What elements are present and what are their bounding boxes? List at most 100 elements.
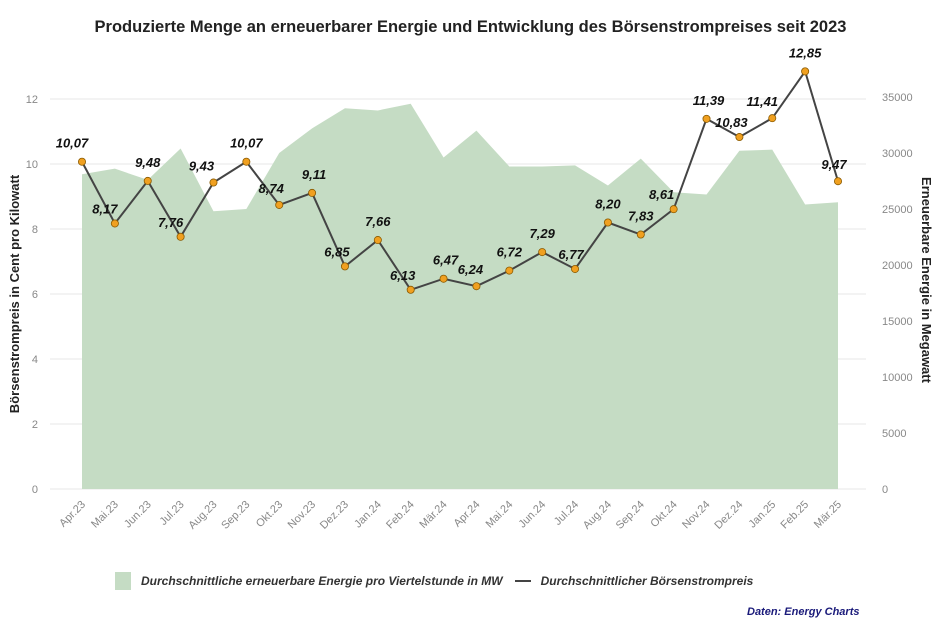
left-axis-ticks: 0 2 4 6 8 10 12 xyxy=(26,94,38,496)
x-tick-label: Feb.24 xyxy=(384,499,417,532)
price-point xyxy=(636,230,645,239)
right-tick-label: 0 xyxy=(882,484,888,496)
price-point xyxy=(275,200,284,209)
price-data-label: 11,39 xyxy=(693,93,725,108)
price-data-label: 6,13 xyxy=(390,268,416,283)
price-point xyxy=(669,205,678,214)
left-tick-label: 8 xyxy=(32,224,38,236)
x-tick-label: Nov.24 xyxy=(680,499,713,532)
price-point xyxy=(571,264,580,273)
price-line-layer xyxy=(81,69,839,291)
price-labels-layer: 10,07 8,17 9,48 7,76 9,43 10,07 8,74 9,11 6,85 7,… xyxy=(56,45,848,282)
right-tick-label: 15000 xyxy=(882,316,913,328)
x-tick-label: Sep.24 xyxy=(614,499,647,532)
x-tick-label: Okt.24 xyxy=(648,499,679,530)
x-tick-label: Apr.23 xyxy=(57,499,88,530)
right-tick-label: 5000 xyxy=(882,428,906,440)
price-point xyxy=(538,248,547,257)
x-tick-label: Jan.25 xyxy=(747,499,779,531)
x-tick-label: Dez.24 xyxy=(712,499,745,532)
legend-line-swatch xyxy=(514,580,531,582)
legend-area-swatch xyxy=(115,572,131,590)
right-tick-label: 30000 xyxy=(882,148,913,160)
chart-title: Produzierte Menge an erneuerbarer Energi… xyxy=(94,18,847,36)
right-tick-label: 20000 xyxy=(882,260,913,272)
x-tick-label: Jul.24 xyxy=(552,499,581,528)
x-tick-label: Mai.23 xyxy=(89,499,121,531)
price-point xyxy=(834,177,843,186)
x-tick-label: Sep.23 xyxy=(219,499,252,532)
price-point xyxy=(143,176,152,185)
legend-area-label: Durchschnittliche erneuerbare Energie pr… xyxy=(141,574,503,588)
price-data-label: 9,48 xyxy=(135,155,161,170)
energy-area xyxy=(82,103,838,489)
price-point xyxy=(209,178,218,187)
price-point xyxy=(373,236,382,245)
x-tick-label: Nov.23 xyxy=(286,499,319,532)
price-point xyxy=(78,157,87,166)
price-point xyxy=(110,219,119,228)
price-data-label: 6,77 xyxy=(558,247,584,262)
price-point xyxy=(702,114,711,123)
left-axis-title: Börsenstrompreis in Cent pro Kilowatt xyxy=(7,174,22,413)
energy-area-layer xyxy=(82,103,838,489)
x-tick-label: Jul.23 xyxy=(157,499,186,528)
price-data-label: 8,74 xyxy=(259,181,285,196)
x-tick-label: Mai.24 xyxy=(484,499,516,531)
price-point xyxy=(801,67,810,76)
price-data-label: 9,11 xyxy=(302,167,326,182)
price-data-label: 10,83 xyxy=(715,115,748,130)
x-tick-label: Mär.24 xyxy=(417,499,449,531)
left-tick-label: 2 xyxy=(32,419,38,431)
x-tick-label: Dez.23 xyxy=(318,499,351,532)
price-point xyxy=(472,282,481,291)
price-data-label: 7,66 xyxy=(365,214,391,229)
left-tick-label: 10 xyxy=(26,159,38,171)
x-tick-label: Okt.23 xyxy=(254,499,285,530)
price-point xyxy=(439,274,448,283)
x-tick-label: Jan.24 xyxy=(352,499,384,531)
left-tick-label: 0 xyxy=(32,484,38,496)
legend: Durchschnittliche erneuerbare Energie pr… xyxy=(115,572,753,590)
price-line xyxy=(81,69,839,291)
left-tick-label: 6 xyxy=(32,289,38,301)
price-point xyxy=(735,133,744,142)
price-data-label: 12,85 xyxy=(789,45,822,60)
source-note: Daten: Energy Charts xyxy=(747,606,860,618)
price-point xyxy=(340,262,349,271)
x-tick-label: Mär.25 xyxy=(812,499,844,531)
price-data-label: 11,41 xyxy=(746,94,778,109)
right-axis-ticks: 0 5000 10000 15000 20000 25000 30000 35000 xyxy=(882,92,913,496)
price-data-label: 10,07 xyxy=(56,136,89,151)
price-point xyxy=(242,157,251,166)
price-point xyxy=(768,114,777,123)
price-point xyxy=(308,188,317,197)
right-axis-title: Erneuerbare Energie in Megawatt xyxy=(919,177,934,384)
price-data-label: 6,72 xyxy=(497,245,523,260)
right-tick-label: 10000 xyxy=(882,372,913,384)
legend-line-label: Durchschnittlicher Börsenstrompreis xyxy=(540,574,754,588)
price-data-label: 9,47 xyxy=(821,157,847,172)
price-data-label: 7,29 xyxy=(530,226,556,241)
x-tick-label: Aug.23 xyxy=(186,499,219,532)
price-data-label: 8,17 xyxy=(92,201,118,216)
price-point xyxy=(603,218,612,227)
left-tick-label: 4 xyxy=(32,354,38,366)
price-data-label: 8,20 xyxy=(595,197,621,212)
price-data-label: 6,24 xyxy=(458,262,484,277)
right-tick-label: 35000 xyxy=(882,92,913,104)
x-axis-ticks: Apr.23 Mai.23 Jun.23 Jul.23 Aug.23 Sep.23 Okt.… xyxy=(57,499,844,532)
price-data-label: 6,85 xyxy=(324,244,350,259)
x-tick-label: Jun.24 xyxy=(516,499,548,531)
price-data-label: 10,07 xyxy=(230,136,263,151)
price-data-label: 7,83 xyxy=(628,209,654,224)
x-tick-label: Aug.24 xyxy=(581,499,614,532)
price-data-label: 7,76 xyxy=(158,215,184,230)
x-tick-label: Apr.24 xyxy=(452,499,483,530)
price-point xyxy=(176,232,185,241)
x-tick-label: Jun.23 xyxy=(122,499,154,531)
price-data-label: 9,43 xyxy=(189,159,215,174)
x-tick-label: Feb.25 xyxy=(779,499,812,532)
left-tick-label: 12 xyxy=(26,94,38,106)
